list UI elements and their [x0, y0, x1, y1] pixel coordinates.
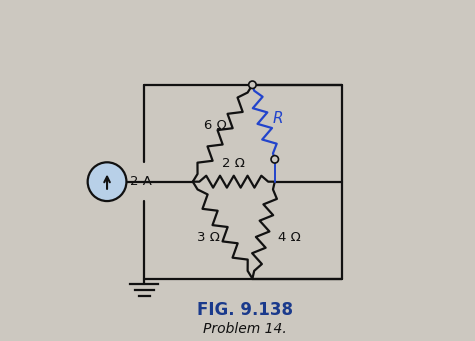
Text: Problem 14.: Problem 14.	[203, 322, 287, 336]
Text: R: R	[273, 111, 284, 126]
Text: 2 Ω: 2 Ω	[222, 157, 245, 170]
Text: FIG. 9.138: FIG. 9.138	[197, 301, 293, 319]
Circle shape	[88, 162, 126, 201]
Circle shape	[271, 155, 278, 163]
Text: 4 Ω: 4 Ω	[278, 231, 301, 244]
Text: 2 A: 2 A	[130, 175, 152, 188]
Circle shape	[249, 81, 256, 89]
Text: 6 Ω: 6 Ω	[204, 119, 227, 132]
Text: 3 Ω: 3 Ω	[197, 231, 219, 244]
